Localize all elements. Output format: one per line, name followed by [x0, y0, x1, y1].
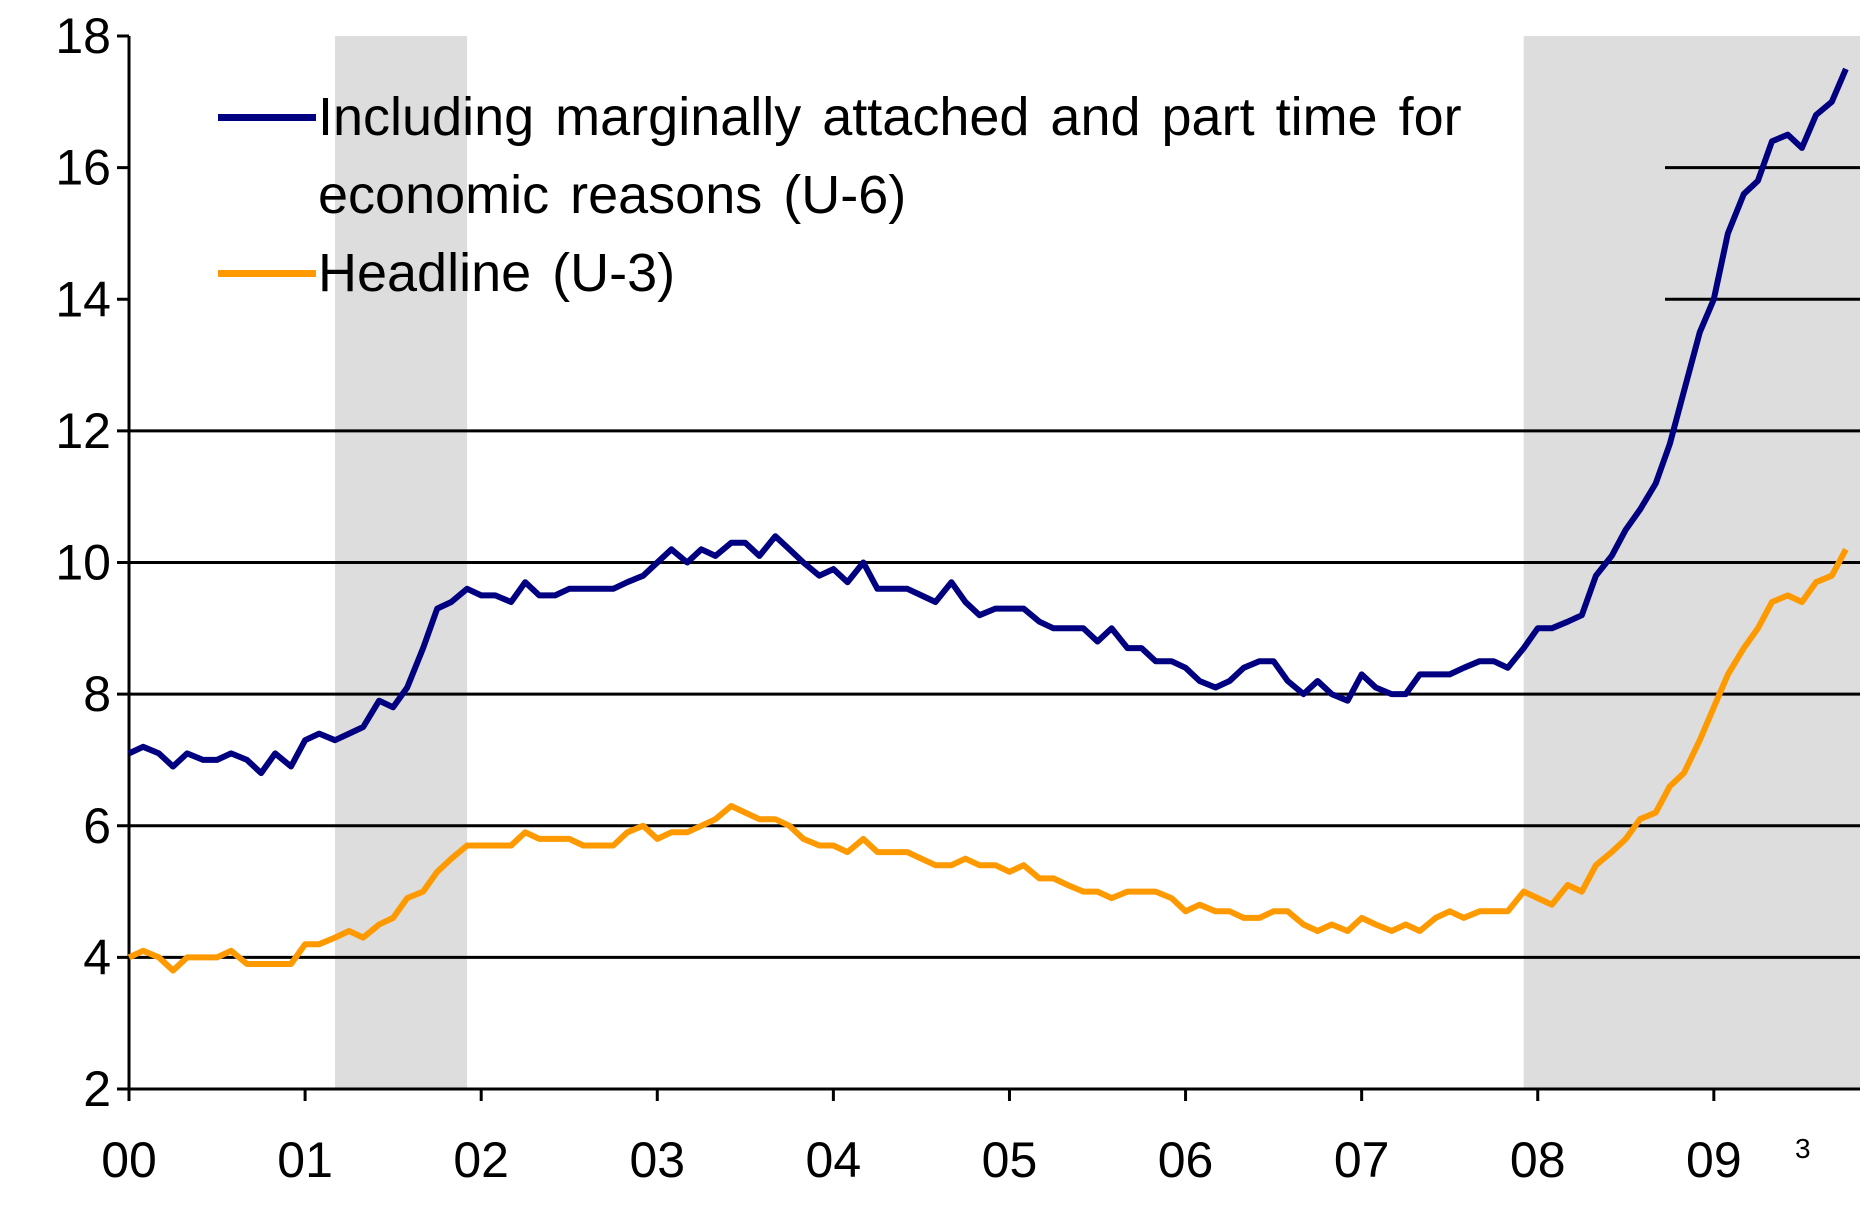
y-tick-label: 2: [83, 1061, 111, 1117]
legend-swatch: [218, 114, 316, 121]
legend-label: Including marginally attached and part t…: [318, 87, 1462, 225]
x-tick-label: 07: [1334, 1132, 1390, 1188]
x-tick-label: 02: [453, 1132, 509, 1188]
y-tick-label: 4: [83, 929, 111, 985]
y-tick-label: 10: [55, 535, 111, 591]
legend-item: Including marginally attached and part t…: [218, 78, 1638, 234]
legend-label: Headline (U-3): [318, 243, 676, 303]
y-tick-label: 8: [83, 666, 111, 722]
x-tick-label: 09: [1686, 1132, 1742, 1188]
x-tick-label: 03: [629, 1132, 685, 1188]
legend-swatch: [218, 270, 316, 277]
x-tick-label: 04: [806, 1132, 862, 1188]
series-line: [127, 547, 1849, 974]
x-tick-label: 05: [982, 1132, 1038, 1188]
series-line: [127, 67, 1849, 777]
legend: Including marginally attached and part t…: [218, 78, 1638, 312]
x-tick-label: 00: [101, 1132, 157, 1188]
y-tick-label: 12: [55, 403, 111, 459]
y-tick-label: 16: [55, 140, 111, 196]
y-tick-label: 18: [55, 8, 111, 64]
y-tick-label: 6: [83, 798, 111, 854]
y-tick-label: 14: [55, 271, 111, 327]
x-tick-label: 08: [1510, 1132, 1566, 1188]
legend-item: Headline (U-3): [218, 234, 1638, 312]
x-tick-label: 06: [1158, 1132, 1214, 1188]
x-tick-label: 01: [277, 1132, 333, 1188]
page-number: 3: [1795, 1133, 1811, 1164]
